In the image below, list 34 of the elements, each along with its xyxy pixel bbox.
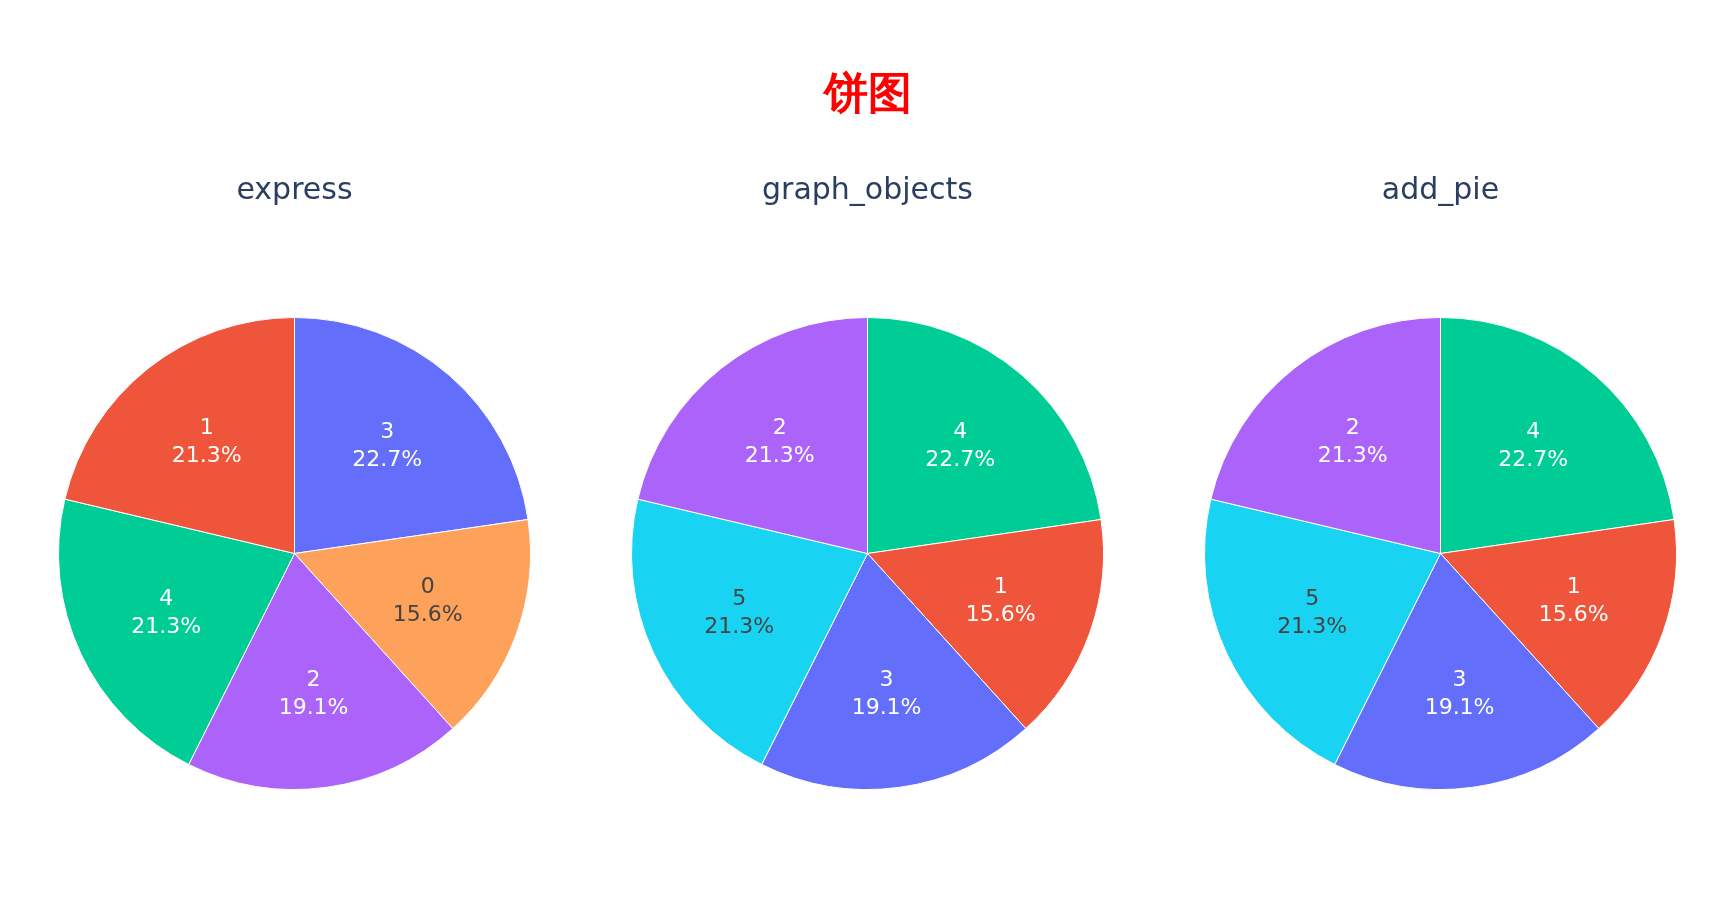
data-label: 21.3% [1277, 613, 1348, 639]
data-label: 21.3% [171, 442, 242, 468]
slice-label: 4 [1526, 418, 1541, 444]
slice-label: 4 [159, 585, 174, 611]
slice-label: 5 [732, 585, 747, 611]
chart-title: add_pie [1381, 170, 1500, 206]
slice-label: 2 [1345, 414, 1360, 440]
chart-title: express [236, 170, 353, 206]
slice-label: 1 [199, 414, 214, 440]
data-label: 19.1% [851, 693, 922, 719]
slice-label: 3 [380, 418, 395, 444]
data-label: 21.3% [704, 613, 775, 639]
data-label: 15.6% [965, 601, 1036, 627]
data-label: 21.3% [744, 442, 815, 468]
data-label: 22.7% [925, 446, 996, 472]
slice-label: 3 [1452, 665, 1467, 691]
data-label: 15.6% [1538, 601, 1609, 627]
slice-label: 2 [772, 414, 787, 440]
slice-label: 5 [1305, 585, 1320, 611]
slice-label: 1 [993, 573, 1008, 599]
data-label: 19.1% [1424, 693, 1495, 719]
data-label: 19.1% [278, 693, 349, 719]
slice-label: 3 [879, 665, 894, 691]
data-label: 15.6% [392, 601, 463, 627]
data-label: 22.7% [352, 446, 423, 472]
slice-label: 2 [306, 665, 321, 691]
chart-title: graph_objects [762, 170, 973, 206]
text: 饼图 [824, 65, 912, 120]
data-label: 21.3% [131, 613, 202, 639]
data-label: 21.3% [1317, 442, 1388, 468]
slice-label: 1 [1566, 573, 1581, 599]
slice-label: 4 [953, 418, 968, 444]
data-label: 22.7% [1498, 446, 1569, 472]
slice-label: 0 [420, 573, 435, 599]
